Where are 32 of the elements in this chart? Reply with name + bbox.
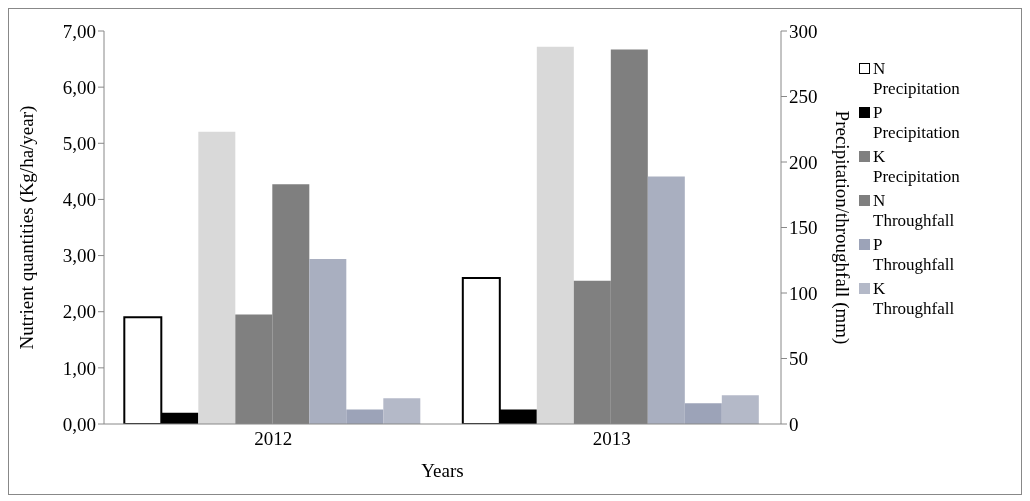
y-axis-title: Nutrient quantities (Kg/ha/year) (15, 105, 38, 350)
legend-label: K Throughfall (873, 279, 955, 319)
y2-tick-label: 300 (789, 20, 818, 42)
legend-label: P Throughfall (873, 235, 955, 275)
y2-tick-label: 150 (789, 217, 818, 239)
y2-tick-label: 0 (789, 413, 799, 435)
bar (198, 131, 236, 424)
x-tick-label: 2013 (592, 428, 631, 450)
y2-axis-title: Precipitation/throughfall (mm) (831, 110, 854, 345)
y2-tick-label: 50 (789, 348, 808, 370)
y2-tick-label: 200 (789, 151, 818, 173)
y-tick-label: 0,00 (62, 413, 96, 435)
y-tick-label: 7,00 (62, 20, 96, 42)
y-tick-label: 6,00 (62, 76, 96, 98)
y-tick-label: 3,00 (62, 245, 96, 267)
y-tick-label: 2,00 (62, 301, 96, 323)
y-tick-label: 5,00 (62, 133, 96, 155)
y2-tick-label: 250 (789, 86, 818, 108)
legend-label: N Precipitation (873, 59, 960, 99)
y2-tick-label: 100 (789, 282, 818, 304)
bar (536, 46, 574, 424)
y-tick-label: 1,00 (62, 357, 96, 379)
bar (346, 409, 384, 424)
bar (383, 398, 421, 424)
bar (721, 395, 759, 424)
x-tick-label: 2012 (254, 428, 293, 450)
bar (684, 403, 722, 424)
legend-label: N Throughfall (873, 191, 955, 231)
legend-label: K Precipitation (873, 147, 960, 187)
x-axis-title: Years (421, 460, 464, 481)
legend-label: P Precipitation (873, 103, 960, 143)
y-tick-label: 4,00 (62, 189, 96, 211)
